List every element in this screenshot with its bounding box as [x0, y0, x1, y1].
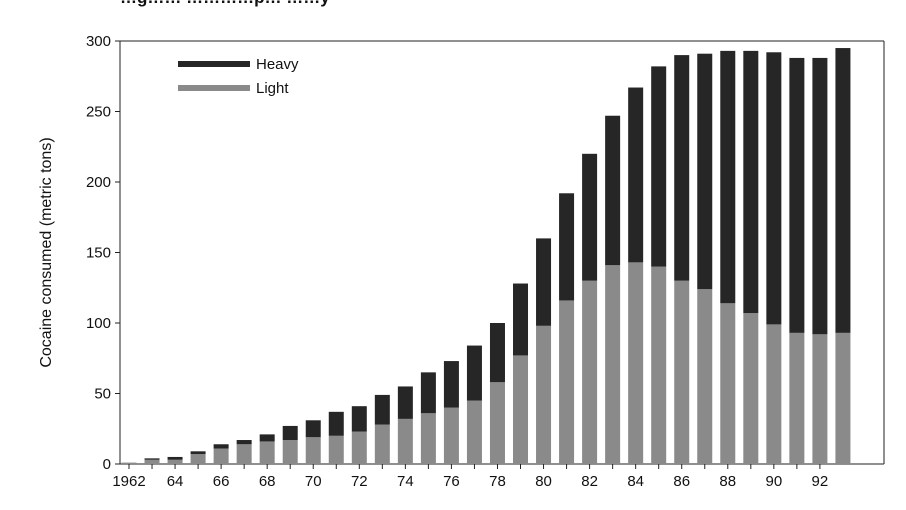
bar-heavy	[305, 420, 321, 438]
bar-light	[536, 325, 552, 464]
bar-heavy	[328, 411, 344, 436]
bar-light	[651, 266, 667, 464]
y-tick-label: 0	[103, 456, 111, 473]
bar-light	[766, 324, 782, 464]
legend-label-heavy: Heavy	[256, 56, 299, 73]
bar-heavy	[720, 50, 736, 304]
x-tick-label: 72	[351, 473, 368, 490]
bar-heavy	[835, 48, 851, 333]
bar-heavy	[605, 115, 621, 266]
bar-heavy	[167, 456, 183, 460]
x-tick-label: 1962	[112, 473, 145, 490]
x-tick-label: 90	[765, 473, 782, 490]
bar-light	[513, 355, 529, 464]
bar-light	[559, 300, 575, 464]
y-tick-label: 50	[94, 386, 111, 403]
bar-heavy	[789, 57, 805, 333]
bar-light	[443, 407, 459, 464]
bar-light	[466, 400, 482, 464]
bar-heavy	[743, 50, 759, 314]
x-tick-label: 92	[812, 473, 829, 490]
bar-heavy	[489, 323, 505, 383]
bar-heavy	[582, 153, 598, 281]
bar-light	[397, 418, 413, 464]
bar-heavy	[559, 193, 575, 301]
bar-heavy	[144, 458, 160, 460]
bar-heavy	[236, 440, 252, 445]
x-tick-label: 86	[673, 473, 690, 490]
bar-light	[259, 441, 275, 464]
bar-heavy	[351, 406, 367, 432]
bar-heavy	[190, 451, 206, 455]
bar-light	[674, 280, 690, 464]
bar-heavy	[443, 361, 459, 408]
bar-light	[697, 289, 713, 464]
x-tick-label: 66	[213, 473, 230, 490]
bar-light	[236, 444, 252, 464]
bar-light	[190, 454, 206, 464]
bar-light	[121, 462, 137, 464]
bar-light	[374, 424, 390, 464]
bar-heavy	[420, 372, 436, 414]
bar-light	[835, 332, 851, 464]
bar-heavy	[651, 66, 667, 267]
bar-light	[789, 332, 805, 464]
x-tick-label: 70	[305, 473, 322, 490]
bar-light	[351, 431, 367, 464]
y-tick-label: 100	[86, 315, 111, 332]
bar-light	[605, 265, 621, 464]
bar-light	[282, 440, 298, 464]
legend-label-light: Light	[256, 80, 289, 97]
bar-heavy	[213, 444, 229, 449]
bar-heavy	[259, 434, 275, 442]
x-tick-label: 76	[443, 473, 460, 490]
x-tick-label: 88	[719, 473, 736, 490]
x-tick-label: 78	[489, 473, 506, 490]
bar-light	[420, 413, 436, 464]
y-tick-label: 250	[86, 104, 111, 121]
bar-heavy	[766, 52, 782, 325]
bar-light	[582, 280, 598, 464]
bar-heavy	[374, 394, 390, 425]
bar-heavy	[628, 87, 644, 263]
bar-light	[144, 459, 160, 464]
x-tick-label: 84	[627, 473, 644, 490]
bar-heavy	[513, 283, 529, 356]
x-tick-label: 82	[581, 473, 598, 490]
bar-light	[743, 313, 759, 464]
bar-light	[812, 334, 828, 464]
bar-heavy	[812, 57, 828, 335]
x-tick-label: 64	[167, 473, 184, 490]
bar-light	[305, 437, 321, 464]
bar-light	[167, 459, 183, 464]
bar-heavy	[697, 53, 713, 290]
bar-heavy	[282, 425, 298, 441]
bar-light	[489, 382, 505, 464]
bar-heavy	[397, 386, 413, 419]
x-tick-label: 68	[259, 473, 276, 490]
y-tick-label: 300	[86, 33, 111, 50]
bar-heavy	[674, 55, 690, 281]
bar-heavy	[536, 238, 552, 326]
chart-title: …g…… …………p… ……y	[120, 0, 330, 8]
y-axis-title: Cocaine consumed (metric tons)	[38, 137, 55, 367]
y-tick-label: 150	[86, 245, 111, 262]
bar-light	[213, 448, 229, 464]
y-tick-label: 200	[86, 174, 111, 191]
bar-heavy	[466, 345, 482, 401]
x-tick-label: 74	[397, 473, 414, 490]
bar-light	[720, 303, 736, 464]
x-tick-label: 80	[535, 473, 552, 490]
bar-light	[628, 262, 644, 464]
bar-light	[328, 435, 344, 464]
